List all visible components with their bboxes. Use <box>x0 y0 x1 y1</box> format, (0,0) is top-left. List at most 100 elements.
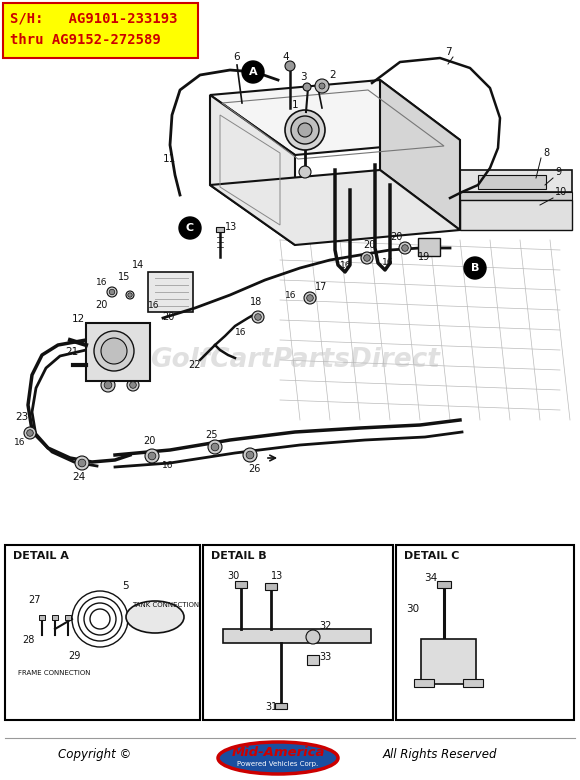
FancyBboxPatch shape <box>460 192 572 200</box>
Text: Mid-America: Mid-America <box>231 746 325 760</box>
Circle shape <box>242 61 264 83</box>
Text: 16: 16 <box>96 278 107 287</box>
Circle shape <box>104 381 112 389</box>
Text: 13: 13 <box>271 571 283 581</box>
Text: 24: 24 <box>72 472 85 482</box>
Text: 16: 16 <box>162 461 173 470</box>
FancyBboxPatch shape <box>275 703 287 709</box>
Text: 10: 10 <box>555 187 567 197</box>
FancyBboxPatch shape <box>437 581 451 588</box>
Circle shape <box>41 641 53 653</box>
FancyBboxPatch shape <box>460 170 572 192</box>
FancyBboxPatch shape <box>3 3 198 58</box>
FancyBboxPatch shape <box>235 581 247 588</box>
FancyBboxPatch shape <box>414 679 434 687</box>
Text: 12: 12 <box>72 314 85 324</box>
Text: 16: 16 <box>14 438 26 447</box>
Text: thru AG9152-272589: thru AG9152-272589 <box>10 33 161 47</box>
FancyBboxPatch shape <box>5 545 200 720</box>
Text: A: A <box>249 67 258 77</box>
Circle shape <box>364 255 370 261</box>
Circle shape <box>298 123 312 137</box>
Text: S/H:   AG9101-233193: S/H: AG9101-233193 <box>10 11 177 25</box>
Circle shape <box>179 217 201 239</box>
Text: 13: 13 <box>225 222 237 232</box>
Text: 27: 27 <box>28 595 41 605</box>
Text: 9: 9 <box>555 167 561 177</box>
Circle shape <box>464 257 486 279</box>
Circle shape <box>285 110 325 150</box>
Circle shape <box>304 292 316 304</box>
Text: 17: 17 <box>315 282 327 292</box>
Circle shape <box>361 252 373 264</box>
Circle shape <box>101 338 127 364</box>
Text: 20: 20 <box>143 436 155 446</box>
Polygon shape <box>380 80 460 230</box>
Text: 30: 30 <box>406 604 419 614</box>
Text: 14: 14 <box>132 260 144 270</box>
Text: 34: 34 <box>424 573 437 583</box>
Circle shape <box>126 291 134 299</box>
Circle shape <box>299 166 311 178</box>
Text: 11: 11 <box>163 154 176 164</box>
Text: 6: 6 <box>233 52 240 62</box>
FancyBboxPatch shape <box>265 583 277 590</box>
Circle shape <box>291 116 319 144</box>
Text: 20: 20 <box>363 240 375 250</box>
FancyBboxPatch shape <box>463 679 483 687</box>
Circle shape <box>252 311 264 323</box>
Text: B: B <box>471 263 479 273</box>
Text: Powered Vehicles Corp.: Powered Vehicles Corp. <box>237 761 318 767</box>
Text: 3: 3 <box>300 72 307 82</box>
Text: 21: 21 <box>65 347 78 357</box>
FancyBboxPatch shape <box>86 323 150 381</box>
Text: 16: 16 <box>235 328 246 337</box>
Circle shape <box>246 451 254 459</box>
Circle shape <box>319 83 325 89</box>
Circle shape <box>255 314 262 321</box>
Polygon shape <box>210 80 460 155</box>
Text: TANK CONNECTION: TANK CONNECTION <box>132 602 199 608</box>
Circle shape <box>128 292 132 297</box>
Circle shape <box>27 430 33 436</box>
Text: C: C <box>186 223 194 233</box>
Circle shape <box>315 79 329 93</box>
Ellipse shape <box>218 742 338 774</box>
Text: 20: 20 <box>95 300 107 310</box>
Text: 33: 33 <box>319 652 331 662</box>
FancyBboxPatch shape <box>148 272 193 312</box>
Circle shape <box>399 242 411 254</box>
Polygon shape <box>210 170 460 245</box>
Circle shape <box>148 452 156 460</box>
Circle shape <box>75 456 89 470</box>
Text: 31: 31 <box>265 702 277 712</box>
Text: 32: 32 <box>319 621 331 631</box>
Text: 23: 23 <box>15 412 28 422</box>
Text: 4: 4 <box>282 52 289 62</box>
Text: 22: 22 <box>188 360 201 370</box>
Text: DETAIL A: DETAIL A <box>13 551 69 561</box>
Ellipse shape <box>126 601 184 633</box>
Text: Copyright ©: Copyright © <box>59 748 132 761</box>
Text: 28: 28 <box>22 635 34 645</box>
Circle shape <box>94 331 134 371</box>
FancyBboxPatch shape <box>460 200 572 230</box>
Text: DETAIL C: DETAIL C <box>404 551 459 561</box>
Text: 15: 15 <box>118 272 130 282</box>
FancyBboxPatch shape <box>418 238 440 256</box>
Circle shape <box>65 642 75 652</box>
FancyBboxPatch shape <box>65 615 71 620</box>
Circle shape <box>101 378 115 392</box>
FancyBboxPatch shape <box>39 615 45 620</box>
Circle shape <box>211 443 219 451</box>
Text: 18: 18 <box>250 297 262 307</box>
FancyBboxPatch shape <box>478 175 546 189</box>
FancyBboxPatch shape <box>216 227 224 232</box>
Text: 19: 19 <box>418 252 430 262</box>
Text: DETAIL B: DETAIL B <box>211 551 267 561</box>
Text: All Rights Reserved: All Rights Reserved <box>383 748 497 761</box>
Text: 16: 16 <box>340 261 351 270</box>
Polygon shape <box>210 95 295 245</box>
Text: 20: 20 <box>390 232 403 242</box>
Text: GolfCartPartsDirect: GolfCartPartsDirect <box>150 347 440 373</box>
